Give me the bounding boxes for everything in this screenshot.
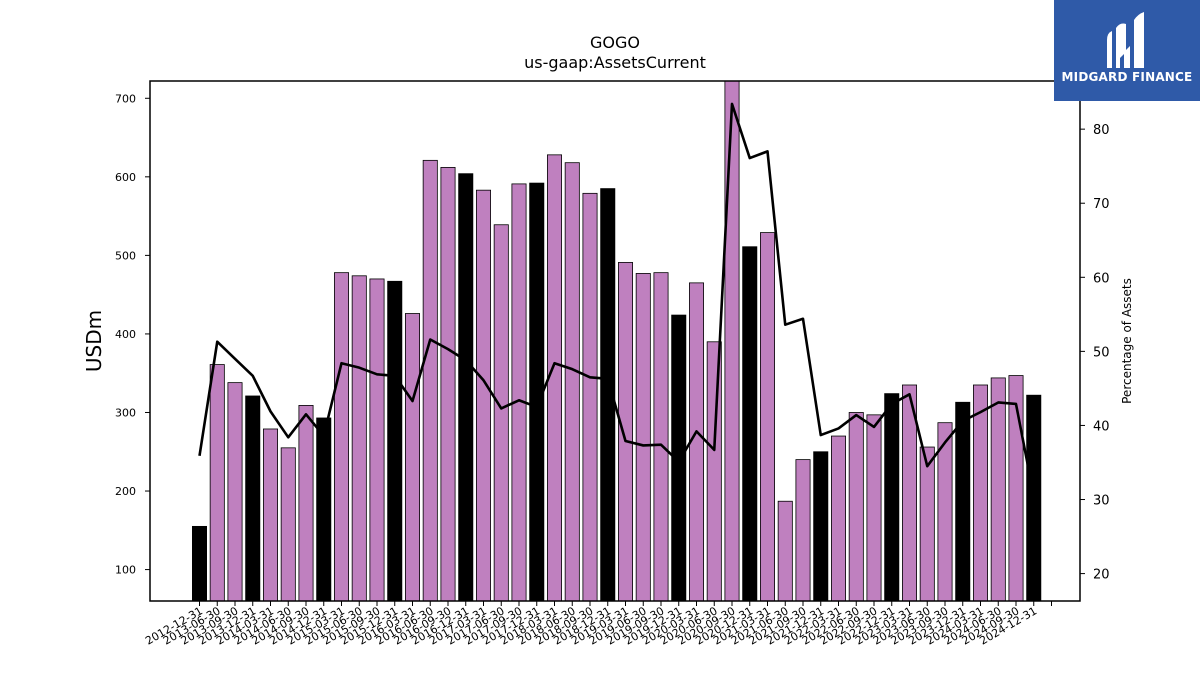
y-tick-label: 500 bbox=[115, 249, 136, 262]
bar bbox=[831, 435, 847, 601]
bar bbox=[937, 422, 953, 601]
midgard-finance-logo-icon bbox=[1107, 12, 1144, 68]
bar bbox=[351, 275, 367, 601]
y2-tick-label: 40 bbox=[1093, 419, 1110, 434]
y2-axis-label: Percentage of Assets bbox=[1120, 278, 1134, 404]
bar bbox=[404, 313, 420, 601]
bar bbox=[1008, 375, 1024, 601]
y2-tick-label: 60 bbox=[1093, 271, 1110, 286]
y-tick-label: 700 bbox=[115, 92, 136, 105]
logo: MIDGARD FINANCE bbox=[1054, 0, 1200, 101]
bar bbox=[777, 500, 793, 601]
bar bbox=[813, 451, 829, 601]
bar bbox=[298, 405, 314, 601]
y-tick-label: 400 bbox=[115, 328, 136, 341]
chart-title: GOGO bbox=[590, 33, 640, 52]
bar bbox=[919, 446, 935, 601]
bar bbox=[742, 246, 758, 601]
chart-subtitle: us-gaap:AssetsCurrent bbox=[524, 53, 706, 72]
bar bbox=[333, 272, 349, 601]
bars-group bbox=[191, 81, 1042, 601]
y-axis-label: USDm bbox=[82, 310, 106, 372]
bar bbox=[990, 377, 1006, 601]
y2-tick-label: 20 bbox=[1093, 568, 1110, 583]
bar bbox=[671, 314, 687, 601]
bar bbox=[422, 159, 438, 601]
bar bbox=[475, 189, 491, 601]
bar bbox=[262, 428, 278, 601]
bar bbox=[209, 364, 225, 601]
bar bbox=[706, 341, 722, 601]
y2-tick-label: 70 bbox=[1093, 197, 1110, 212]
bar bbox=[884, 393, 900, 601]
bar bbox=[564, 162, 580, 601]
line-group bbox=[198, 102, 1036, 497]
plot-frame bbox=[149, 80, 1081, 602]
bar bbox=[724, 81, 740, 601]
bar bbox=[635, 273, 651, 601]
bar bbox=[316, 417, 332, 601]
bar bbox=[848, 412, 864, 601]
bar bbox=[369, 278, 385, 601]
bar bbox=[227, 382, 243, 601]
bar bbox=[973, 384, 989, 601]
bar bbox=[493, 224, 509, 601]
percentage-line bbox=[198, 102, 1036, 497]
y-tick-label: 300 bbox=[115, 406, 136, 419]
bar bbox=[440, 166, 456, 601]
bar bbox=[760, 232, 776, 601]
bar bbox=[191, 525, 207, 601]
bar bbox=[458, 173, 474, 601]
bar bbox=[1026, 394, 1042, 601]
bar bbox=[280, 447, 296, 601]
y-tick-label: 200 bbox=[115, 485, 136, 498]
y2-tick-label: 80 bbox=[1093, 123, 1110, 138]
bar bbox=[600, 188, 616, 601]
bar bbox=[582, 192, 598, 601]
bar bbox=[795, 459, 811, 601]
y2-tick-label: 50 bbox=[1093, 345, 1110, 360]
bar bbox=[618, 262, 634, 601]
y-tick-label: 100 bbox=[115, 564, 136, 577]
bar bbox=[245, 395, 261, 601]
bar bbox=[955, 401, 971, 601]
y-tick-label: 600 bbox=[115, 171, 136, 184]
bar bbox=[653, 272, 669, 601]
y2-tick-label: 30 bbox=[1093, 494, 1110, 509]
bar bbox=[511, 183, 527, 601]
bar bbox=[866, 414, 882, 601]
logo-text: MIDGARD FINANCE bbox=[1061, 70, 1193, 84]
bar bbox=[387, 280, 403, 601]
